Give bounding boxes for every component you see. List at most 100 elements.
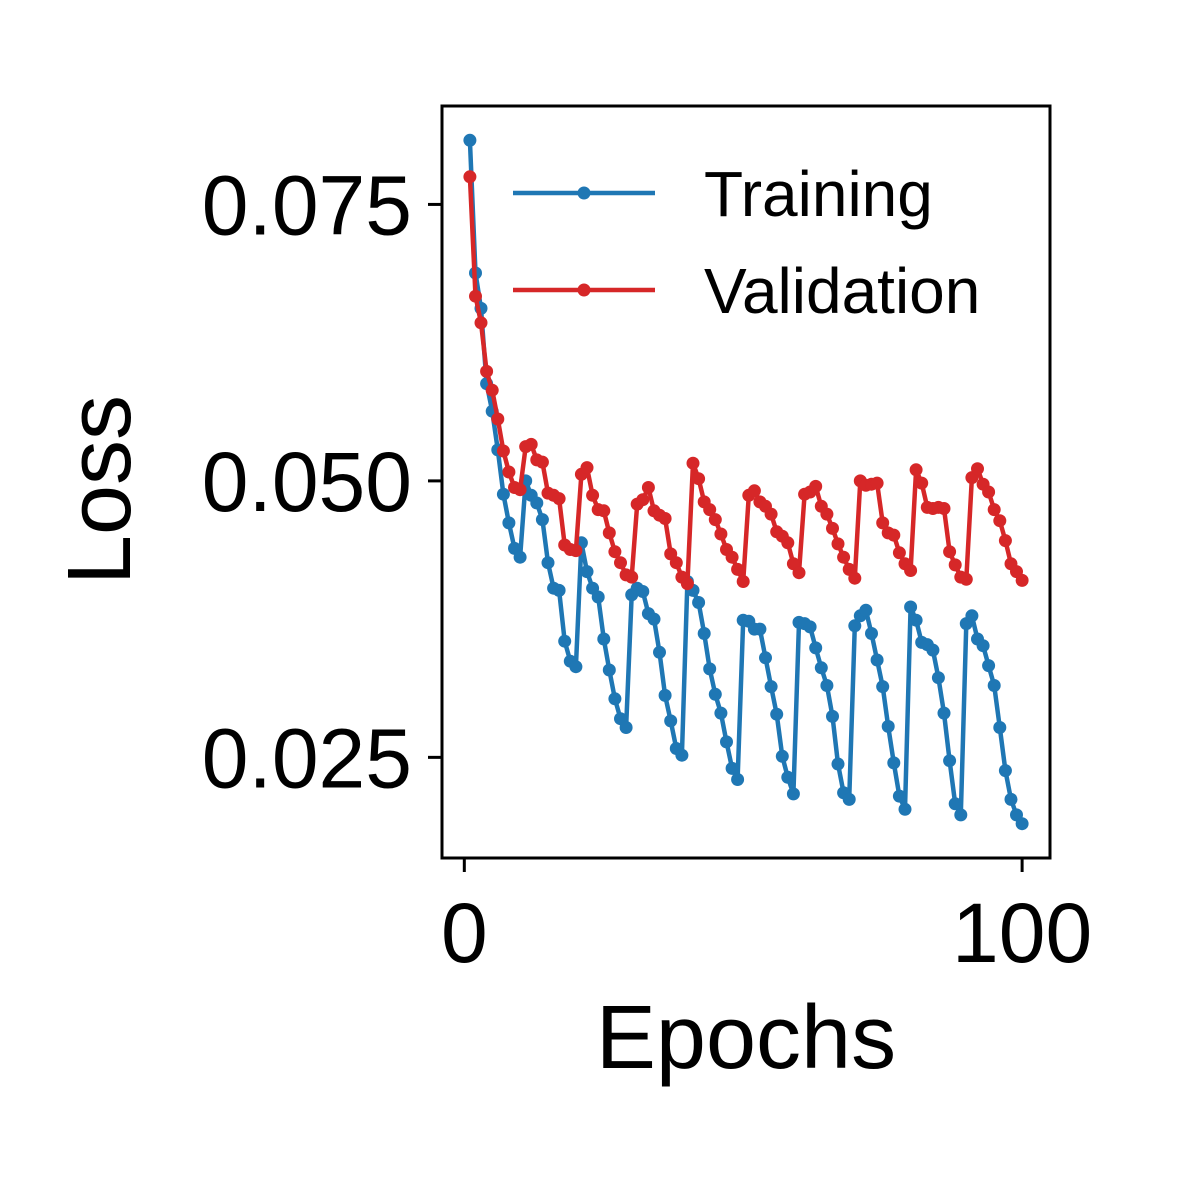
training-point (876, 680, 890, 694)
training-point (887, 756, 901, 770)
validation-point (915, 476, 929, 490)
training-point (759, 651, 772, 665)
training-point (731, 773, 745, 786)
validation-point (669, 556, 683, 570)
training-point (720, 735, 733, 749)
validation-point (496, 444, 510, 458)
training-point (753, 622, 767, 636)
validation-point (937, 502, 951, 515)
validation-point (904, 564, 918, 577)
validation-point (820, 507, 834, 521)
validation-point (658, 512, 672, 525)
training-point (602, 663, 616, 677)
training-point (982, 659, 996, 673)
validation-point (809, 479, 823, 493)
validation-point (892, 546, 906, 560)
training-point (496, 487, 510, 501)
validation-point (535, 455, 549, 469)
training-point (647, 612, 661, 626)
validation-point (993, 514, 1007, 528)
training-point (965, 609, 979, 623)
validation-point (959, 572, 973, 586)
validation-point (680, 577, 694, 591)
validation-point (736, 575, 750, 588)
training-point (658, 688, 672, 702)
training-line (467, 140, 1024, 825)
training-point (502, 516, 516, 530)
legend-label: Training (704, 158, 933, 230)
training-point (569, 660, 583, 674)
training-point (848, 619, 862, 633)
validation-point (831, 537, 845, 551)
validation-point (569, 544, 583, 558)
training-point (904, 600, 918, 614)
training-point (786, 787, 800, 801)
x-tick-label: 0 (441, 886, 488, 980)
validation-point (725, 550, 739, 564)
validation-point (708, 513, 722, 527)
validation-series (463, 170, 1029, 591)
training-point (809, 641, 823, 655)
training-point (954, 808, 968, 822)
training-point (898, 802, 912, 816)
training-series (463, 133, 1029, 831)
validation-point (524, 437, 538, 451)
training-point (664, 714, 678, 728)
legend: Training Validation (513, 158, 980, 327)
training-point (937, 706, 951, 720)
validation-point (943, 545, 957, 559)
validation-point (971, 462, 984, 476)
validation-point (1015, 573, 1029, 587)
validation-point (469, 289, 482, 303)
validation-point (463, 170, 477, 184)
training-point (1015, 817, 1029, 831)
training-point (513, 550, 527, 564)
validation-point (513, 483, 527, 497)
x-axis-title: Epochs (596, 988, 896, 1088)
plot-marks (463, 133, 1029, 831)
validation-point (474, 316, 488, 330)
validation-point (731, 562, 745, 576)
validation-point (837, 550, 851, 564)
training-point (820, 679, 834, 692)
validation-point (597, 504, 611, 518)
y-tick-label: 0.025 (202, 711, 412, 805)
training-point (998, 764, 1012, 778)
y-tick-label: 0.050 (202, 435, 412, 529)
validation-point (552, 492, 566, 506)
training-point (892, 789, 906, 803)
legend-item-validation: Validation (513, 255, 980, 327)
training-point (591, 590, 605, 604)
validation-point (480, 364, 494, 378)
validation-point (887, 528, 901, 542)
y-axis: 0.025 0.050 0.075 (202, 158, 442, 805)
training-point (926, 643, 940, 657)
validation-point (792, 566, 806, 580)
validation-point (625, 570, 639, 584)
training-point (463, 133, 477, 147)
training-point (909, 613, 923, 627)
validation-point (714, 527, 728, 541)
training-point (814, 661, 828, 675)
validation-point (614, 556, 627, 570)
validation-point (848, 571, 862, 585)
training-point (708, 687, 722, 701)
training-point (636, 585, 650, 598)
validation-point (602, 526, 616, 540)
training-point (987, 679, 1001, 692)
training-point (558, 634, 572, 648)
training-point (597, 632, 611, 646)
training-point (931, 671, 945, 685)
training-point (943, 754, 957, 768)
training-point (653, 645, 666, 659)
training-point (1004, 792, 1018, 806)
validation-point (703, 503, 717, 517)
training-point (865, 627, 878, 640)
training-point (826, 709, 839, 723)
validation-line (467, 176, 1024, 586)
training-point (859, 603, 873, 617)
validation-point (747, 484, 761, 498)
training-point (831, 757, 845, 771)
validation-point (781, 536, 795, 550)
